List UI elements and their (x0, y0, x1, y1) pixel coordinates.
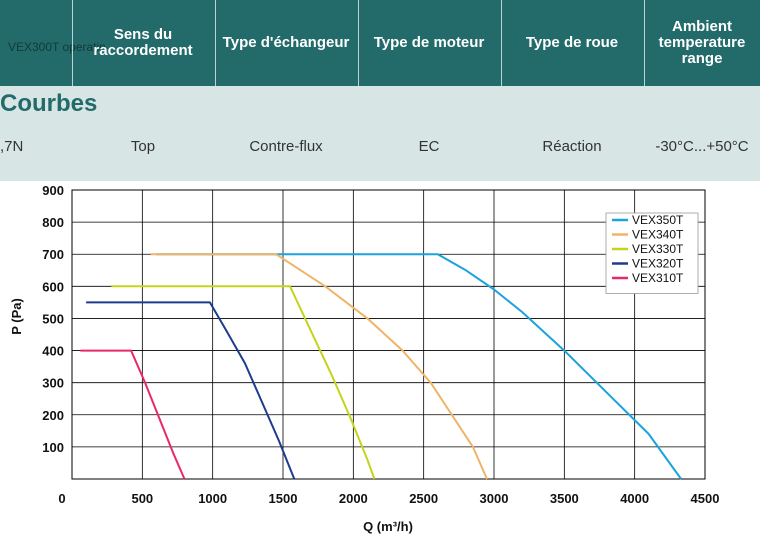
value-echangeur: Contre-flux (249, 137, 323, 155)
header-divider (72, 0, 73, 86)
series-line-vex330t (111, 285, 376, 480)
header-underlay-text: VEX300T operatin (8, 40, 106, 54)
x-tick-label: 3000 (480, 491, 509, 506)
y-tick-label: 800 (42, 215, 64, 230)
legend-label: VEX310T (632, 271, 684, 285)
table-header-row (0, 0, 760, 86)
x-tick-label: 4000 (620, 491, 649, 506)
header-divider (358, 0, 359, 86)
x-tick-label: 4500 (691, 491, 720, 506)
x-tick-label: 1000 (198, 491, 227, 506)
value-roue: Réaction (542, 137, 602, 155)
series-line-vex340t (150, 253, 488, 480)
x-tick-label: 2000 (339, 491, 368, 506)
x-tick-label: 0 (58, 491, 65, 506)
y-tick-label: 400 (42, 344, 64, 359)
series-line-vex320t (86, 301, 296, 480)
y-tick-label: 200 (42, 408, 64, 423)
legend-label: VEX320T (632, 257, 684, 271)
section-title: Courbes (0, 90, 98, 117)
header-divider (501, 0, 502, 86)
legend-label: VEX340T (632, 228, 684, 242)
header-divider (215, 0, 216, 86)
legend-label: VEX350T (632, 213, 684, 227)
values-band (0, 86, 760, 181)
legend-label: VEX330T (632, 242, 684, 256)
legend-box (605, 212, 699, 294)
y-tick-label: 300 (42, 376, 64, 391)
value-partial: ,7N (0, 137, 24, 155)
header-sens-du-raccordement: Sens du raccordement (93, 26, 193, 59)
x-tick-label: 1500 (269, 491, 298, 506)
y-axis-label: P (Pa) (9, 298, 24, 335)
series-line-vex310t (80, 349, 186, 480)
y-tick-label: 900 (42, 183, 64, 198)
header-type-moteur: Type de moteur (373, 34, 485, 51)
header-divider (644, 0, 645, 86)
x-tick-label: 3500 (550, 491, 579, 506)
x-tick-label: 2500 (409, 491, 438, 506)
value-moteur: EC (418, 137, 440, 155)
x-axis-label: Q (m³/h) (363, 519, 413, 534)
header-type-roue: Type de roue (525, 34, 619, 51)
y-tick-label: 700 (42, 247, 64, 262)
header-ambient-temperature-range: Ambient temperature range (658, 18, 746, 67)
header-type-echangeur: Type d'échangeur (222, 34, 350, 51)
x-tick-label: 500 (131, 491, 153, 506)
y-tick-label: 600 (42, 279, 64, 294)
value-sens: Top (130, 137, 156, 155)
series-line-vex350t (156, 253, 682, 480)
y-tick-label: 100 (42, 440, 64, 455)
value-temperature: -30°C...+50°C (655, 137, 749, 155)
y-tick-label: 500 (42, 311, 64, 326)
plot-frame (71, 189, 706, 480)
